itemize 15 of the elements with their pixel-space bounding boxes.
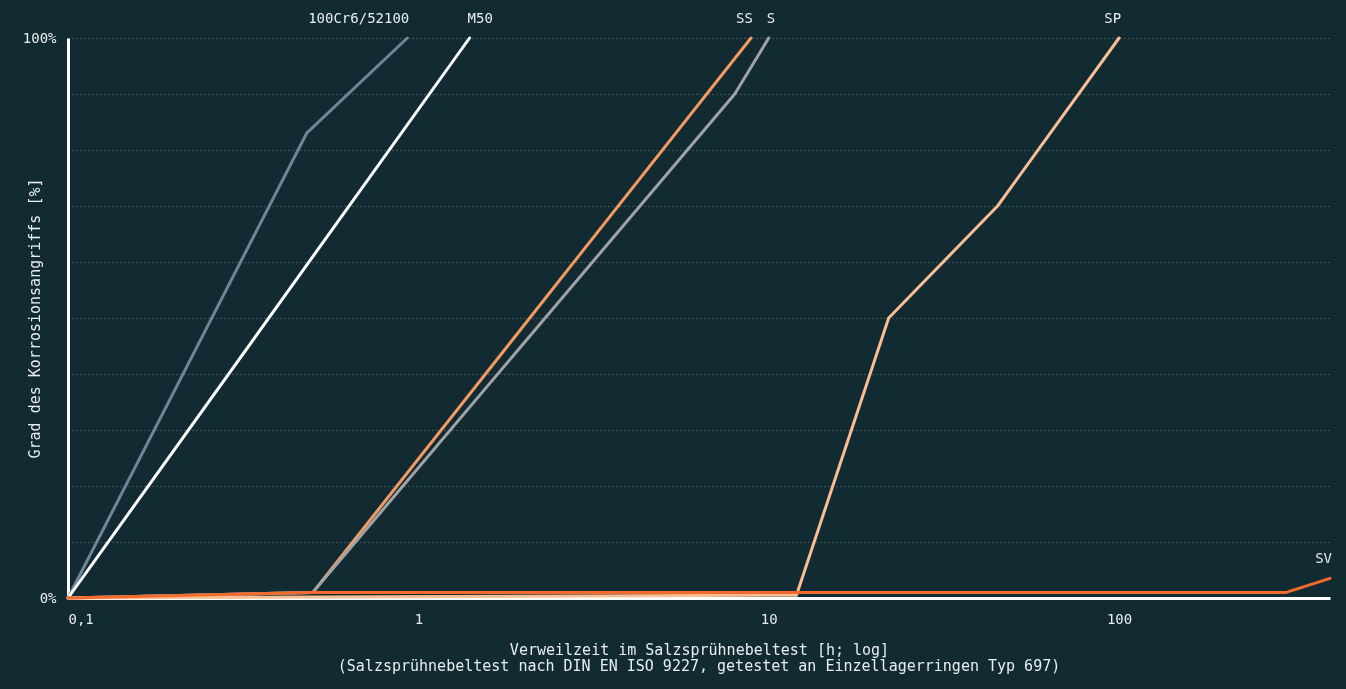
series-label: SP (1104, 10, 1122, 26)
x-tick-label: 100 (1106, 610, 1133, 627)
series-label: M50 (467, 10, 493, 26)
x-axis-title: Verweilzeit im Salzsprühnebeltest [h; log] (509, 640, 890, 659)
y-axis-title: Grad des Korrosionsangriffs [%] (25, 178, 44, 459)
x-tick-label: 0,1 (68, 610, 94, 627)
series-label: SV (1315, 550, 1333, 567)
series-label: SS (736, 10, 753, 26)
series-label: S (766, 10, 776, 26)
series-label: 100Cr6/52100 (308, 10, 410, 26)
x-tick-label: 1 (414, 610, 424, 627)
text: (Salzsprühnebeltest nach DIN EN ISO 9227, getestet an Einzellagerringen Typ 697) (337, 657, 1061, 675)
x-tick-label: 10 (760, 610, 778, 627)
y-tick-label: 100% (22, 29, 58, 46)
y-tick-label: 0% (39, 589, 58, 606)
